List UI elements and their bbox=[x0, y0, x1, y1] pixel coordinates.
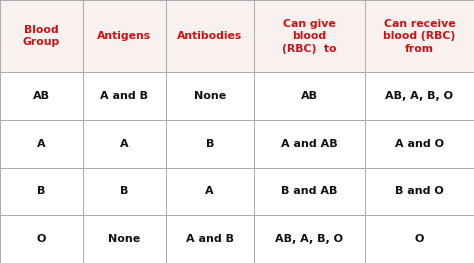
Bar bbox=[254, 72, 365, 120]
Bar bbox=[166, 215, 254, 263]
Bar bbox=[365, 168, 474, 215]
Bar bbox=[365, 0, 474, 72]
Text: Can receive
blood (RBC)
from: Can receive blood (RBC) from bbox=[383, 19, 456, 54]
Text: A and B: A and B bbox=[186, 234, 234, 244]
Bar bbox=[83, 168, 166, 215]
Bar bbox=[83, 215, 166, 263]
Bar bbox=[166, 0, 254, 72]
Text: A: A bbox=[120, 139, 129, 149]
Text: Can give
blood
(RBC)  to: Can give blood (RBC) to bbox=[282, 19, 337, 54]
Bar bbox=[365, 215, 474, 263]
Bar bbox=[254, 215, 365, 263]
Text: AB, A, B, O: AB, A, B, O bbox=[275, 234, 343, 244]
Text: O: O bbox=[415, 234, 424, 244]
Text: Antibodies: Antibodies bbox=[177, 31, 242, 41]
Text: AB: AB bbox=[301, 91, 318, 101]
Text: A: A bbox=[205, 186, 214, 196]
Text: B: B bbox=[120, 186, 128, 196]
Text: A and B: A and B bbox=[100, 91, 148, 101]
Bar bbox=[166, 72, 254, 120]
Text: A and AB: A and AB bbox=[281, 139, 337, 149]
Text: Blood
Group: Blood Group bbox=[23, 25, 60, 47]
Text: B and AB: B and AB bbox=[281, 186, 337, 196]
Text: A: A bbox=[37, 139, 46, 149]
Bar bbox=[0, 72, 83, 120]
Bar bbox=[365, 72, 474, 120]
Bar bbox=[254, 120, 365, 168]
Text: None: None bbox=[108, 234, 141, 244]
Bar bbox=[254, 168, 365, 215]
Text: B and O: B and O bbox=[395, 186, 444, 196]
Bar bbox=[0, 215, 83, 263]
Bar bbox=[166, 168, 254, 215]
Text: AB: AB bbox=[33, 91, 50, 101]
Text: Antigens: Antigens bbox=[97, 31, 152, 41]
Text: None: None bbox=[193, 91, 226, 101]
Bar bbox=[83, 0, 166, 72]
Text: A and O: A and O bbox=[395, 139, 444, 149]
Bar bbox=[166, 120, 254, 168]
Text: B: B bbox=[206, 139, 214, 149]
Text: O: O bbox=[37, 234, 46, 244]
Text: B: B bbox=[37, 186, 46, 196]
Bar bbox=[83, 120, 166, 168]
Bar bbox=[0, 168, 83, 215]
Bar bbox=[365, 120, 474, 168]
Bar bbox=[254, 0, 365, 72]
Text: AB, A, B, O: AB, A, B, O bbox=[385, 91, 454, 101]
Bar bbox=[0, 0, 83, 72]
Bar bbox=[0, 120, 83, 168]
Bar bbox=[83, 72, 166, 120]
